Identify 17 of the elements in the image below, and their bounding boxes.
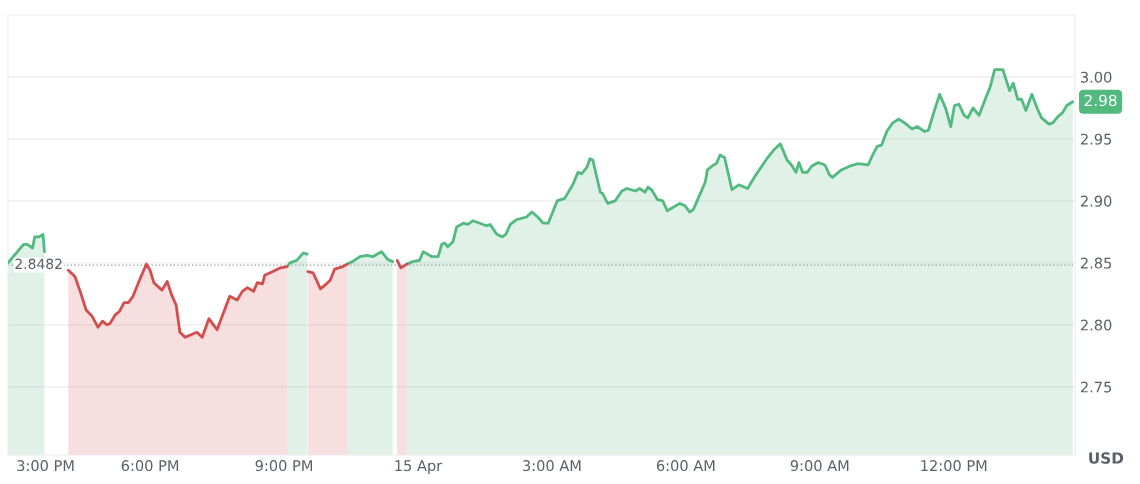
y-tick-label: 2.90 bbox=[1080, 195, 1112, 207]
annotation: 2.98 bbox=[1084, 94, 1117, 107]
x-tick-label: 9:00 AM bbox=[790, 460, 849, 472]
y-tick-label: 3.00 bbox=[1080, 71, 1112, 83]
y-tick-label: 2.80 bbox=[1080, 319, 1112, 331]
x-tick-label: 3:00 AM bbox=[523, 460, 581, 472]
y-axis-title: USD bbox=[1089, 452, 1124, 464]
x-tick-label: 3:00 PM bbox=[17, 460, 74, 472]
y-tick-label: 2.85 bbox=[1080, 257, 1112, 269]
x-tick-label: 6:00 AM bbox=[656, 460, 715, 472]
x-tick-label: 6:00 PM bbox=[121, 460, 179, 472]
ref-line-label: 2.8482 bbox=[15, 258, 62, 270]
x-tick-label: 12:00 PM bbox=[921, 460, 987, 472]
x-tick-label: 9:00 PM bbox=[255, 460, 312, 472]
y-tick-label: 2.95 bbox=[1080, 133, 1112, 145]
y-tick-label: 2.75 bbox=[1080, 381, 1112, 393]
x-tick-label: 15 Apr bbox=[395, 460, 443, 474]
